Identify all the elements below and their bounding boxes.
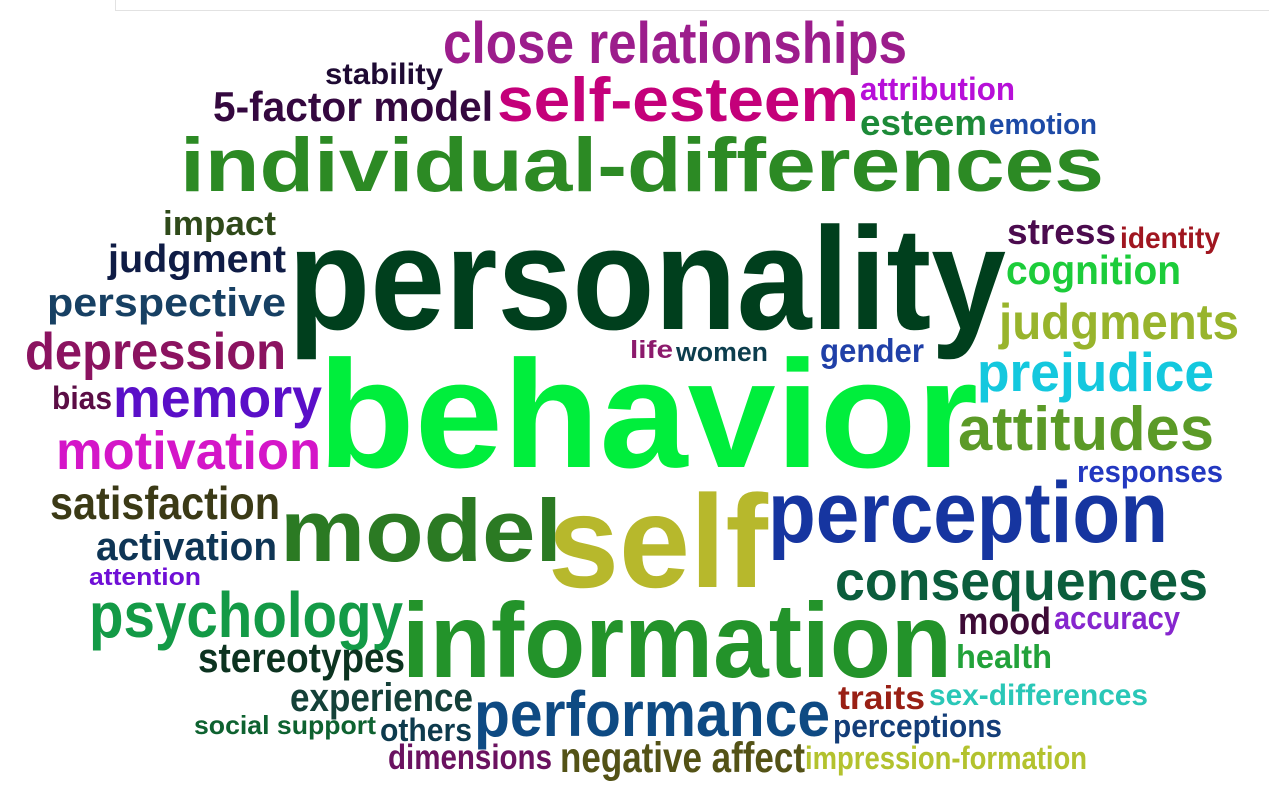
word-perception: perception — [768, 465, 1168, 561]
word-sex-differences: sex-differences — [929, 679, 1148, 712]
word-life: life — [630, 336, 673, 364]
word-identity: identity — [1120, 222, 1220, 255]
word-behavior: behavior — [318, 329, 978, 500]
word-social-support: social support — [194, 710, 376, 740]
word-psychology: psychology — [89, 579, 403, 651]
word-self: self — [548, 468, 768, 615]
word-personality: personality — [288, 197, 1006, 360]
word-perspective: perspective — [47, 281, 286, 325]
word-mood: mood — [958, 601, 1051, 643]
word-negative-affect: negative affect — [560, 734, 805, 782]
word-others: others — [380, 712, 472, 748]
word-self-esteem: self-esteem — [497, 66, 859, 135]
word-attitudes: attitudes — [958, 395, 1214, 464]
word-individual-differences: individual-differences — [180, 123, 1104, 208]
word-model: model — [280, 481, 562, 580]
word-consequences: consequences — [835, 549, 1208, 612]
top-divider-tick — [115, 0, 116, 10]
word-depression: depression — [25, 323, 286, 381]
word-women: women — [676, 337, 768, 367]
word-information: information — [402, 582, 952, 700]
word-stereotypes: stereotypes — [198, 634, 405, 681]
word-experience: experience — [290, 676, 473, 720]
word-5-factor-model: 5-factor model — [213, 83, 493, 130]
word-cognition: cognition — [1006, 247, 1181, 293]
word-stress: stress — [1007, 211, 1116, 252]
word-attribution: attribution — [860, 71, 1015, 107]
word-close-relationships: close relationships — [443, 11, 907, 76]
word-dimensions: dimensions — [388, 738, 552, 777]
word-impression-formation: impression-formation — [805, 740, 1087, 776]
word-emotion: emotion — [989, 109, 1097, 141]
word-satisfaction: satisfaction — [50, 477, 280, 529]
word-memory: memory — [113, 366, 322, 429]
word-impact: impact — [163, 205, 276, 243]
word-bias: bias — [52, 380, 112, 416]
top-divider — [115, 0, 1269, 11]
word-motivation: motivation — [56, 421, 321, 481]
word-activation: activation — [96, 525, 277, 569]
word-responses: responses — [1077, 454, 1223, 489]
word-stability: stability — [325, 58, 443, 91]
word-esteem: esteem — [860, 102, 987, 143]
word-judgments: judgments — [999, 294, 1239, 350]
word-traits: traits — [838, 679, 925, 716]
word-performance: performance — [474, 678, 830, 750]
word-attention: attention — [89, 564, 201, 591]
word-gender: gender — [820, 332, 924, 369]
word-health: health — [956, 638, 1052, 675]
word-perceptions: perceptions — [833, 708, 1002, 744]
word-judgment: judgment — [108, 238, 286, 281]
word-prejudice: prejudice — [977, 341, 1214, 403]
word-accuracy: accuracy — [1054, 600, 1180, 636]
